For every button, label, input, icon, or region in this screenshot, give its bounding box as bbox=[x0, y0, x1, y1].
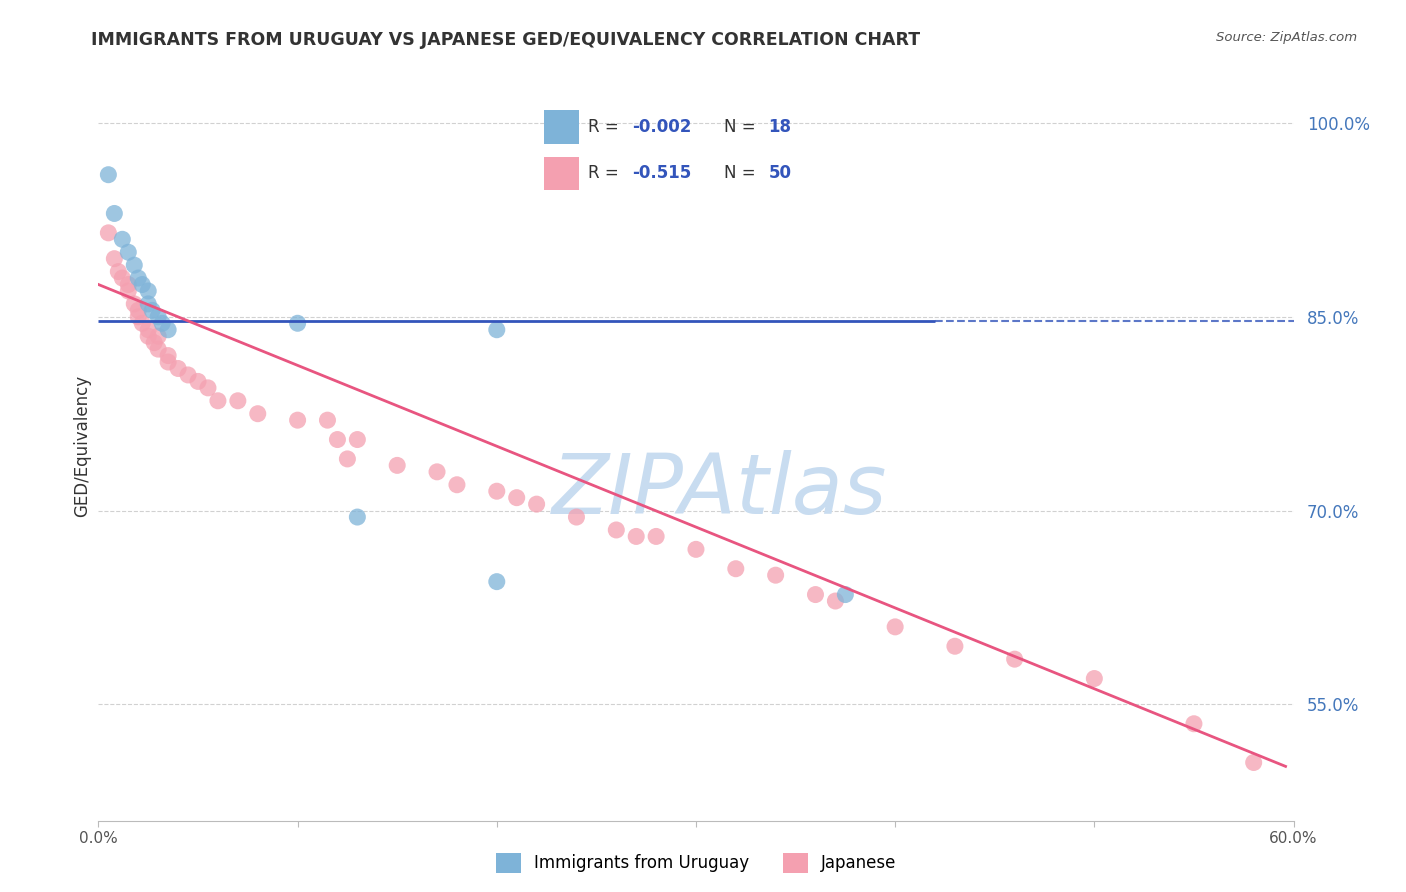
Point bbox=[97, 168, 120, 182]
Point bbox=[346, 433, 368, 447]
Point bbox=[136, 284, 159, 298]
Point bbox=[724, 562, 747, 576]
Point bbox=[197, 381, 219, 395]
Point bbox=[124, 297, 146, 311]
Point bbox=[287, 413, 309, 427]
Text: 50: 50 bbox=[768, 164, 792, 182]
Text: N =: N = bbox=[724, 118, 761, 136]
Point bbox=[127, 310, 149, 324]
Point bbox=[626, 529, 648, 543]
Text: N =: N = bbox=[724, 164, 761, 182]
Point bbox=[385, 458, 409, 473]
Point bbox=[884, 620, 907, 634]
Point bbox=[107, 264, 129, 278]
Text: Source: ZipAtlas.com: Source: ZipAtlas.com bbox=[1216, 31, 1357, 45]
Point bbox=[1243, 756, 1265, 770]
Point bbox=[685, 542, 707, 557]
Point bbox=[485, 574, 508, 589]
Point bbox=[117, 284, 139, 298]
Point bbox=[148, 342, 170, 356]
Point bbox=[336, 451, 359, 466]
Text: R =: R = bbox=[588, 118, 624, 136]
Point bbox=[141, 303, 163, 318]
FancyBboxPatch shape bbox=[544, 157, 579, 190]
Point bbox=[127, 271, 149, 285]
Point bbox=[148, 329, 170, 343]
Point bbox=[246, 407, 269, 421]
Point bbox=[485, 323, 508, 337]
FancyBboxPatch shape bbox=[544, 111, 579, 145]
Point bbox=[287, 316, 309, 330]
Point bbox=[834, 588, 856, 602]
Text: IMMIGRANTS FROM URUGUAY VS JAPANESE GED/EQUIVALENCY CORRELATION CHART: IMMIGRANTS FROM URUGUAY VS JAPANESE GED/… bbox=[91, 31, 921, 49]
Point bbox=[136, 297, 159, 311]
Point bbox=[150, 316, 173, 330]
Point bbox=[103, 252, 125, 266]
Point bbox=[111, 271, 134, 285]
Point bbox=[187, 375, 209, 389]
Point bbox=[148, 310, 170, 324]
Point bbox=[207, 393, 229, 408]
Point bbox=[1182, 716, 1205, 731]
Point bbox=[127, 303, 149, 318]
Y-axis label: GED/Equivalency: GED/Equivalency bbox=[73, 375, 91, 517]
Text: ZIPAtlas: ZIPAtlas bbox=[553, 450, 887, 532]
Legend: Immigrants from Uruguay, Japanese: Immigrants from Uruguay, Japanese bbox=[489, 847, 903, 880]
Point bbox=[124, 258, 146, 272]
Text: 18: 18 bbox=[768, 118, 792, 136]
Point bbox=[506, 491, 529, 505]
Point bbox=[605, 523, 627, 537]
Point bbox=[316, 413, 339, 427]
Point bbox=[824, 594, 846, 608]
Point bbox=[143, 335, 166, 350]
Point bbox=[131, 316, 153, 330]
Point bbox=[177, 368, 200, 382]
Point bbox=[111, 232, 134, 246]
Text: -0.515: -0.515 bbox=[633, 164, 692, 182]
Point bbox=[645, 529, 668, 543]
Point bbox=[326, 433, 349, 447]
Point bbox=[226, 393, 249, 408]
Point bbox=[346, 510, 368, 524]
Point bbox=[526, 497, 548, 511]
Text: R =: R = bbox=[588, 164, 624, 182]
Point bbox=[804, 588, 827, 602]
Point bbox=[565, 510, 588, 524]
Point bbox=[426, 465, 449, 479]
Point bbox=[131, 277, 153, 292]
Point bbox=[157, 355, 180, 369]
Text: -0.002: -0.002 bbox=[633, 118, 692, 136]
Point bbox=[1004, 652, 1026, 666]
Point bbox=[117, 245, 139, 260]
Point bbox=[1083, 672, 1105, 686]
Point bbox=[446, 477, 468, 491]
Point bbox=[943, 639, 966, 653]
Point bbox=[765, 568, 787, 582]
Point bbox=[136, 323, 159, 337]
Point bbox=[103, 206, 125, 220]
Point bbox=[117, 277, 139, 292]
Point bbox=[485, 484, 508, 499]
Point bbox=[136, 329, 159, 343]
Point bbox=[97, 226, 120, 240]
Point bbox=[157, 349, 180, 363]
Point bbox=[167, 361, 190, 376]
Point bbox=[157, 323, 180, 337]
